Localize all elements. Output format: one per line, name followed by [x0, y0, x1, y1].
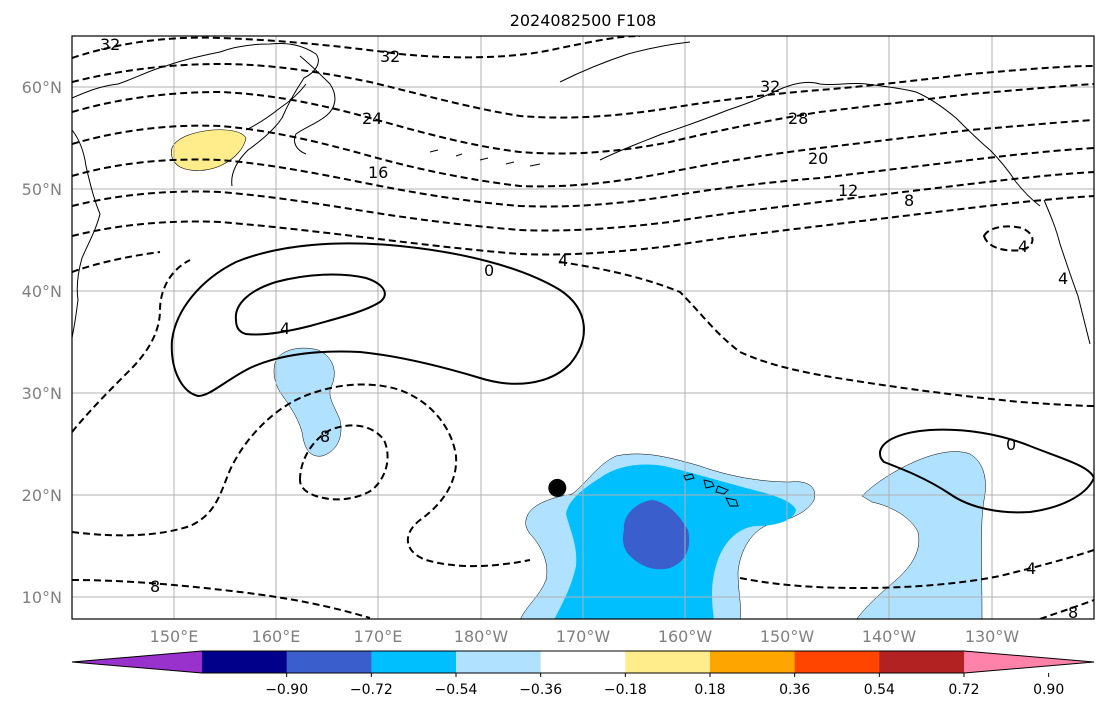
lon-tick-130w: 130°W	[965, 627, 1020, 646]
colorbar-bin-8	[794, 651, 880, 673]
lon-tick-150e: 150°E	[150, 627, 199, 646]
kamchatka-coastline	[293, 55, 336, 155]
lon-tick-160w: 160°W	[658, 627, 713, 646]
colorbar-tick-label: −0.90	[265, 682, 308, 698]
contour-28	[72, 62, 1094, 119]
colorbar-tick-label: 0.36	[779, 682, 810, 698]
colorbar-outline	[71, 650, 1095, 674]
contour-4-central	[72, 383, 531, 568]
colorbar-tick-label: −0.18	[604, 682, 647, 698]
contour-24	[72, 83, 1094, 155]
contour-8-north	[72, 195, 1094, 256]
alaska-coastline	[559, 41, 1041, 207]
lat-tick-60: 60°N	[22, 78, 62, 97]
contour-16	[72, 147, 1094, 208]
colorbar-bin-5	[540, 651, 626, 673]
contour-4-east-pacific	[739, 549, 1094, 590]
colorbar-bin-1	[202, 651, 288, 673]
contour-4-small-loop	[982, 225, 1034, 252]
colorbar-tick-label: 0.54	[864, 682, 895, 698]
contour-label-4d: 4	[280, 319, 290, 338]
colorbar-bin-7	[710, 651, 796, 673]
contour-label-4c: 4	[1058, 269, 1068, 288]
contour-label-8c: 8	[150, 577, 160, 596]
graticule	[72, 36, 1094, 619]
contour-label-0a: 0	[484, 261, 494, 280]
lon-tick-170w: 170°W	[556, 627, 611, 646]
contour-label-16: 16	[368, 163, 388, 182]
contour-label-8b: 8	[320, 427, 330, 446]
colorbar-bin-2	[286, 651, 372, 673]
lat-tick-40: 40°N	[22, 282, 62, 301]
lat-tick-50: 50°N	[22, 180, 62, 199]
map-area: 32 32 32 24 28 20 16 12 8 4 4 4 0 4 8 0 …	[72, 35, 1094, 622]
contour-8-loop	[298, 424, 389, 501]
contour-labels: 32 32 32 24 28 20 16 12 8 4 4 4 0 4 8 0 …	[100, 35, 1078, 622]
lat-tick-30: 30°N	[22, 384, 62, 403]
colorbar-tick-label: 0.18	[694, 682, 725, 698]
lat-tick-20: 20°N	[22, 486, 62, 505]
contour-label-24: 24	[362, 109, 382, 128]
lon-tick-170e: 170°E	[354, 627, 403, 646]
contour-8-south	[72, 579, 371, 619]
contour-label-32a: 32	[100, 35, 120, 54]
shading-layer	[170, 129, 986, 619]
contour-4-inner-loop	[234, 273, 386, 336]
colorbar-bin-4	[456, 651, 542, 673]
contour-0-loop-west	[170, 242, 585, 398]
colorbar: −0.90 −0.72 −0.54 −0.36 −0.18 0.18 0.36 0.54 0.7…	[71, 650, 1095, 698]
contour-4-northeast	[72, 251, 1094, 407]
hawaii-islands	[683, 473, 739, 507]
colorbar-tick-label: −0.36	[519, 682, 562, 698]
contour-label-0b: 0	[1006, 435, 1016, 454]
coastlines	[72, 41, 1091, 507]
longitude-axis: 150°E 160°E 170°E 180°W 170°W 160°W 150°…	[150, 627, 1020, 646]
lon-tick-150w: 150°W	[760, 627, 815, 646]
negative-anomaly-max	[622, 500, 690, 570]
contour-20	[72, 119, 1094, 188]
contour-label-4a: 4	[1018, 237, 1028, 256]
contour-label-32b: 32	[380, 47, 400, 66]
colorbar-tick-label: 0.90	[1033, 682, 1064, 698]
contour-label-4e: 4	[1026, 559, 1036, 578]
contour-label-20: 20	[808, 149, 828, 168]
asia-coastline	[72, 43, 319, 339]
contour-label-4b: 4	[558, 251, 568, 270]
colorbar-tick-label: 0.72	[948, 682, 979, 698]
map-frame	[71, 35, 1095, 620]
contour-label-32c: 32	[760, 77, 780, 96]
colorbar-tick-label: −0.54	[435, 682, 478, 698]
lon-tick-160e: 160°E	[252, 627, 301, 646]
positive-anomaly-patch	[170, 129, 247, 171]
colorbar-bin-6	[625, 651, 711, 673]
negative-anomaly-patch-west	[273, 347, 342, 457]
contour-32	[72, 36, 641, 59]
contour-8-southeast	[1039, 599, 1094, 619]
contour-12	[72, 171, 1094, 232]
contour-label-8d: 8	[1068, 603, 1078, 622]
contour-label-8a: 8	[904, 191, 914, 210]
contour-0-loop-east	[878, 428, 1094, 514]
colorbar-extend-low	[72, 651, 202, 673]
contour-label-28: 28	[788, 109, 808, 128]
contour-lines	[72, 36, 1094, 619]
colorbar-tick-label: −0.72	[350, 682, 393, 698]
aleutian-islands	[429, 149, 541, 167]
colorbar-bin-9	[879, 651, 965, 673]
lon-tick-140w: 140°W	[862, 627, 917, 646]
storm-center-dot	[548, 478, 567, 497]
lat-tick-10: 10°N	[22, 588, 62, 607]
contour-label-12: 12	[838, 181, 858, 200]
north-america-coastline	[1043, 199, 1091, 345]
lon-tick-180w: 180°W	[454, 627, 509, 646]
contour-4-west	[72, 259, 191, 433]
colorbar-extend-high	[964, 651, 1094, 673]
latitude-axis: 60°N 50°N 40°N 30°N 20°N 10°N	[22, 78, 62, 607]
map-title: 2024082500 F108	[510, 11, 657, 30]
colorbar-bin-3	[371, 651, 457, 673]
